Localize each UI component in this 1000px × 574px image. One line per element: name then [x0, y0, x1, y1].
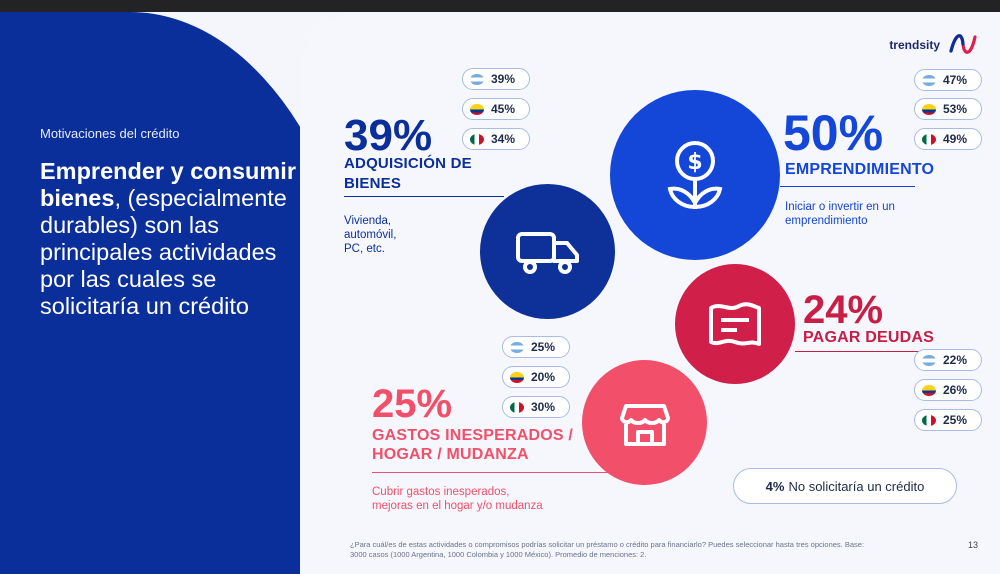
- pct-deudas: 24%: [803, 288, 884, 332]
- desc-adquisicion-2: automóvil,: [344, 229, 397, 241]
- truck-icon: [515, 231, 579, 274]
- pill-value: 30%: [531, 400, 556, 414]
- footnote: ¿Para cuál/es de estas actividades o com…: [350, 540, 865, 559]
- label-gastos-2: HOGAR / MUDANZA: [372, 446, 529, 463]
- mx-pill-adquisicion: 34%: [462, 128, 530, 150]
- divider-emprendimiento: [780, 186, 915, 187]
- co-pill-emprendimiento: 53%: [914, 98, 982, 120]
- divider-deudas: [795, 351, 935, 352]
- label-adquisicion-2: BIENES: [344, 175, 402, 192]
- divider-adquisicion: [344, 196, 504, 197]
- colombia-flag-icon: [922, 103, 936, 115]
- headline-bold: Emprender y consumir bienes: [40, 158, 296, 211]
- pill-value: 39%: [491, 72, 516, 86]
- pill-value: 25%: [943, 413, 968, 427]
- pill-value: 45%: [491, 102, 516, 116]
- headline: Emprender y consumir bienes, (especialme…: [40, 158, 310, 320]
- desc-adquisicion-1: Vivienda,: [344, 215, 392, 227]
- argentina-flag-icon: [922, 74, 936, 86]
- pill-value: 47%: [943, 73, 968, 87]
- mexico-flag-icon: [922, 414, 936, 426]
- no-credit-pill: 4% No solicitaría un crédito: [733, 468, 957, 504]
- headline-rest: (especialmente durables) son las princip…: [40, 185, 287, 319]
- divider-gastos: [372, 472, 612, 473]
- argentina-flag-icon: [470, 73, 484, 85]
- argentina-flag-icon: [510, 341, 524, 353]
- argentina-flag-icon: [922, 354, 936, 366]
- pct-gastos: 25%: [372, 382, 453, 426]
- svg-text:$: $: [687, 150, 702, 175]
- mx-pill-gastos: 30%: [502, 396, 570, 418]
- co-pill-adquisicion: 45%: [462, 98, 530, 120]
- co-pill-gastos: 20%: [502, 366, 570, 388]
- pct-emprendimiento: 50%: [783, 105, 884, 161]
- ar-pill-gastos: 25%: [502, 336, 570, 358]
- slide: Motivaciones del crédito Emprender y con…: [0, 12, 1000, 574]
- label-adquisicion-1: ADQUISICIÓN DE: [344, 155, 472, 172]
- label-gastos-1: GASTOS INESPERADOS /: [372, 427, 574, 444]
- label-emprendimiento: EMPRENDIMIENTO: [785, 161, 935, 178]
- colombia-flag-icon: [470, 103, 484, 115]
- house-icon: [619, 403, 670, 446]
- pill-value: 20%: [531, 370, 556, 384]
- no-credit-text: No solicitaría un crédito: [788, 478, 925, 494]
- desc-adquisicion-3: PC, etc.: [344, 243, 385, 255]
- ar-pill-adquisicion: 39%: [462, 68, 530, 90]
- circle-emprendimiento: $: [610, 90, 780, 260]
- pill-value: 22%: [943, 353, 968, 367]
- desc-gastos-1: Cubrir gastos inesperados,: [372, 486, 510, 498]
- mx-pill-emprendimiento: 49%: [914, 128, 982, 150]
- brand-mark-icon: [949, 34, 977, 54]
- desc-emprendimiento-1: Iniciar o invertir en un: [785, 201, 895, 213]
- page-number: 13: [967, 540, 978, 550]
- section-label: Motivaciones del crédito: [40, 126, 180, 141]
- mexico-flag-icon: [470, 133, 484, 145]
- headline-comma: ,: [114, 185, 121, 211]
- colombia-flag-icon: [922, 384, 936, 396]
- mexico-flag-icon: [510, 401, 524, 413]
- receipt-icon: [709, 302, 761, 346]
- label-deudas: PAGAR DEUDAS: [803, 329, 935, 346]
- pill-value: 49%: [943, 132, 968, 146]
- trendsity-logo: trendsity: [889, 38, 940, 52]
- circle-adquisicion: [480, 184, 615, 319]
- money-plant-icon: $: [667, 141, 723, 209]
- colombia-flag-icon: [510, 371, 524, 383]
- pill-value: 26%: [943, 383, 968, 397]
- desc-gastos-2: mejoras en el hogar y/o mudanza: [372, 500, 543, 512]
- no-credit-pct: 4%: [765, 478, 785, 494]
- pct-adquisicion: 39%: [344, 111, 433, 160]
- pill-value: 53%: [943, 102, 968, 116]
- ar-pill-emprendimiento: 47%: [914, 69, 982, 91]
- mx-pill-deudas: 25%: [914, 409, 982, 431]
- pill-value: 34%: [491, 132, 516, 146]
- ar-pill-deudas: 22%: [914, 349, 982, 371]
- desc-emprendimiento-2: emprendimiento: [785, 215, 868, 227]
- circle-deudas: [675, 264, 795, 384]
- pill-value: 25%: [531, 340, 556, 354]
- circle-gastos: [582, 360, 707, 485]
- mexico-flag-icon: [922, 133, 936, 145]
- co-pill-deudas: 26%: [914, 379, 982, 401]
